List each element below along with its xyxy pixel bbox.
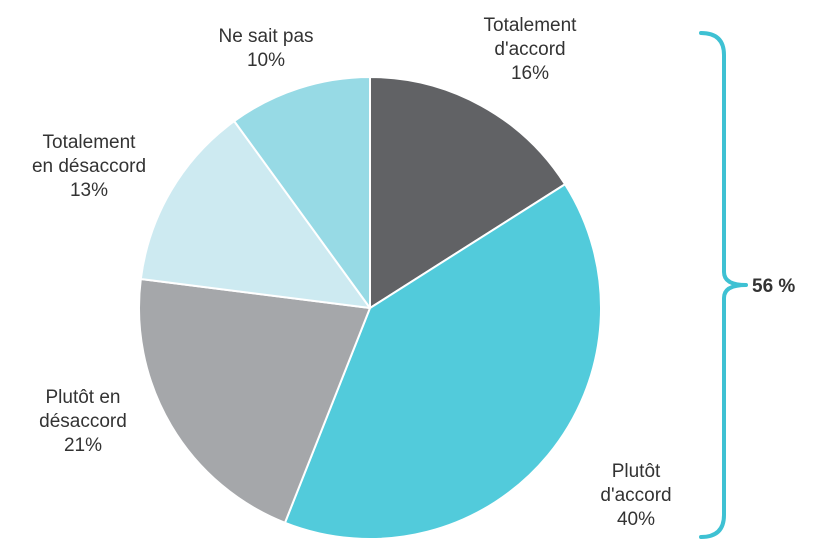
pie-slice	[233, 76, 371, 309]
slice-value-label: 40%	[617, 509, 655, 530]
slice-value-label: 13%	[70, 180, 108, 201]
pie-slices	[138, 76, 602, 541]
slice-category-label: Totalement	[484, 15, 578, 36]
slice-value-label: 16%	[511, 63, 549, 84]
pie-slice	[138, 278, 371, 524]
slice-value-label: 10%	[247, 50, 285, 71]
slice-category-label: en désaccord	[32, 156, 146, 177]
slice-category-label: Totalement	[43, 132, 137, 153]
slice-category-label: d'accord	[494, 39, 565, 60]
bracket-line	[699, 31, 748, 539]
pie-slice	[139, 120, 371, 309]
pie-slice	[283, 183, 602, 541]
bracket-group: 56 %	[699, 31, 795, 539]
pie-slice	[369, 76, 567, 309]
slice-category-label: désaccord	[39, 411, 127, 432]
slice-category-label: d'accord	[600, 485, 671, 506]
bracket-label: 56 %	[752, 276, 795, 297]
slice-category-label: Plutôt en	[46, 387, 121, 408]
slice-category-label: Plutôt	[612, 461, 661, 482]
slice-category-label: Ne sait pas	[218, 26, 313, 47]
slice-value-label: 21%	[64, 435, 102, 456]
pie-labels: Totalement d'accord 16% Plutôt d'accord 40% Pl…	[32, 15, 672, 530]
